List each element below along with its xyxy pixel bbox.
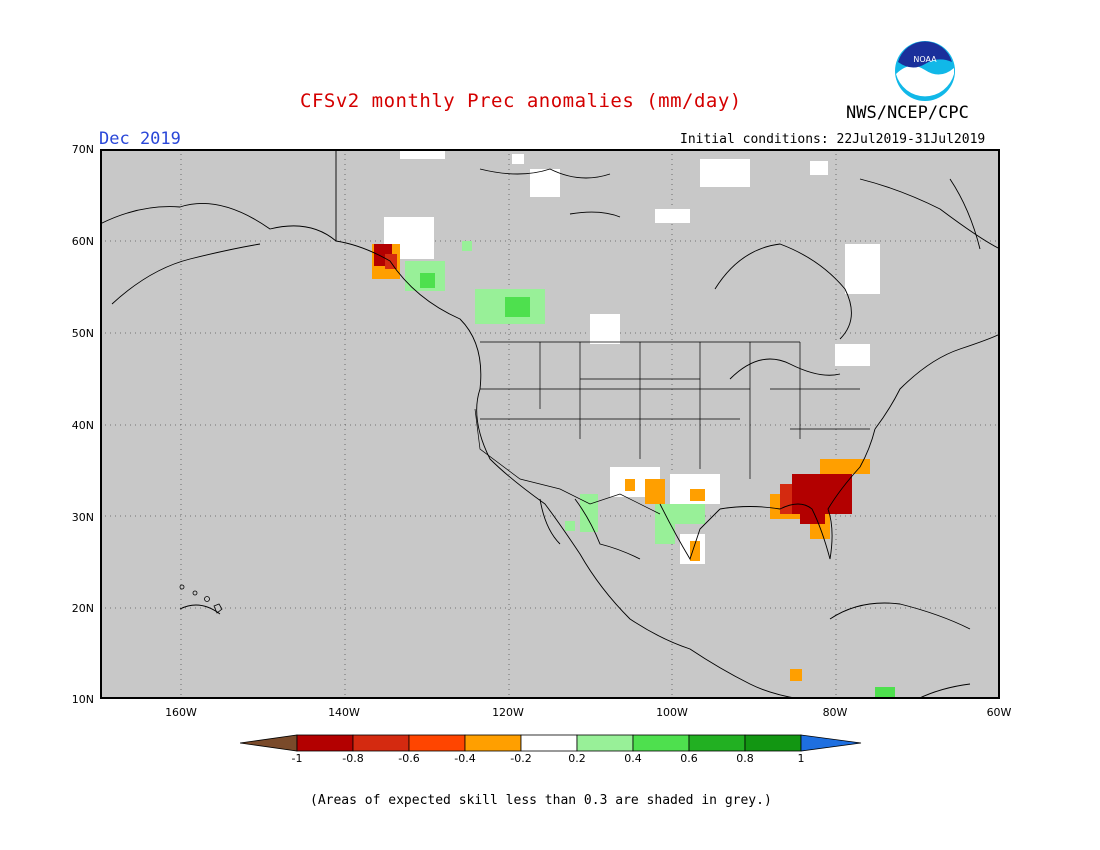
colorbar-tick-label: 0.6 [680,752,698,765]
agency-label: NWS/NCEP/CPC [846,103,969,123]
lat-label-20: 20N [71,602,94,615]
colorbar-seg-5 [520,734,578,752]
colorbar-seg-lt-minus1 [240,734,298,752]
graticule [100,149,1000,699]
lon-label-140w: 140W [328,706,360,719]
colorbar-tick-label: 0.8 [736,752,754,765]
map-frame [100,149,1000,699]
noaa-logo-icon: NOAA [895,41,955,101]
boundaries [474,341,870,515]
lon-label-80w: 80W [822,706,848,719]
colorbar [240,734,862,752]
colorbar-seg-4 [464,734,522,752]
colorbar-tick-label: -0.4 [454,752,476,765]
lat-label-50: 50N [71,327,94,340]
lat-label-30: 30N [71,511,94,524]
colorbar-tick-label: 0.2 [568,752,586,765]
map-background [100,149,1000,699]
colorbar-seg-7 [632,734,690,752]
colorbar-tick-label: -0.2 [510,752,532,765]
lat-label-40: 40N [71,419,94,432]
lat-label-60: 60N [71,235,94,248]
lon-label-120w: 120W [492,706,524,719]
colorbar-seg-8 [688,734,746,752]
colorbar-tick-label: -1 [291,752,303,765]
chart-title: CFSv2 monthly Prec anomalies (mm/day) [300,90,742,112]
forecast-month: Dec 2019 [99,129,181,149]
precip-anomaly-map [100,149,1000,699]
lon-label-100w: 100W [656,706,688,719]
skill-footnote: (Areas of expected skill less than 0.3 a… [310,793,772,808]
lat-label-10: 10N [71,693,94,706]
anomaly-white-patches [384,149,880,564]
lon-label-60w: 60W [986,706,1012,719]
colorbar-tick-label: -0.6 [398,752,420,765]
initial-conditions: Initial conditions: 22Jul2019-31Jul2019 [680,132,986,147]
colorbar-seg-2 [352,734,410,752]
colorbar-seg-3 [408,734,466,752]
colorbar-tick-label: 1 [797,752,805,765]
colorbar-tick-label: 0.4 [624,752,642,765]
lat-label-70: 70N [71,143,94,156]
lon-label-160w: 160W [165,706,197,719]
colorbar-seg-6 [576,734,634,752]
colorbar-tick-label: -0.8 [342,752,364,765]
anomaly-green-patches [405,241,895,699]
colorbar-seg-9 [744,734,802,752]
coastlines [100,149,1000,699]
logo-text: NOAA [913,55,937,64]
colorbar-seg-gt-1 [800,734,862,752]
colorbar-seg-1 [296,734,354,752]
hawaii-islands [179,584,223,614]
